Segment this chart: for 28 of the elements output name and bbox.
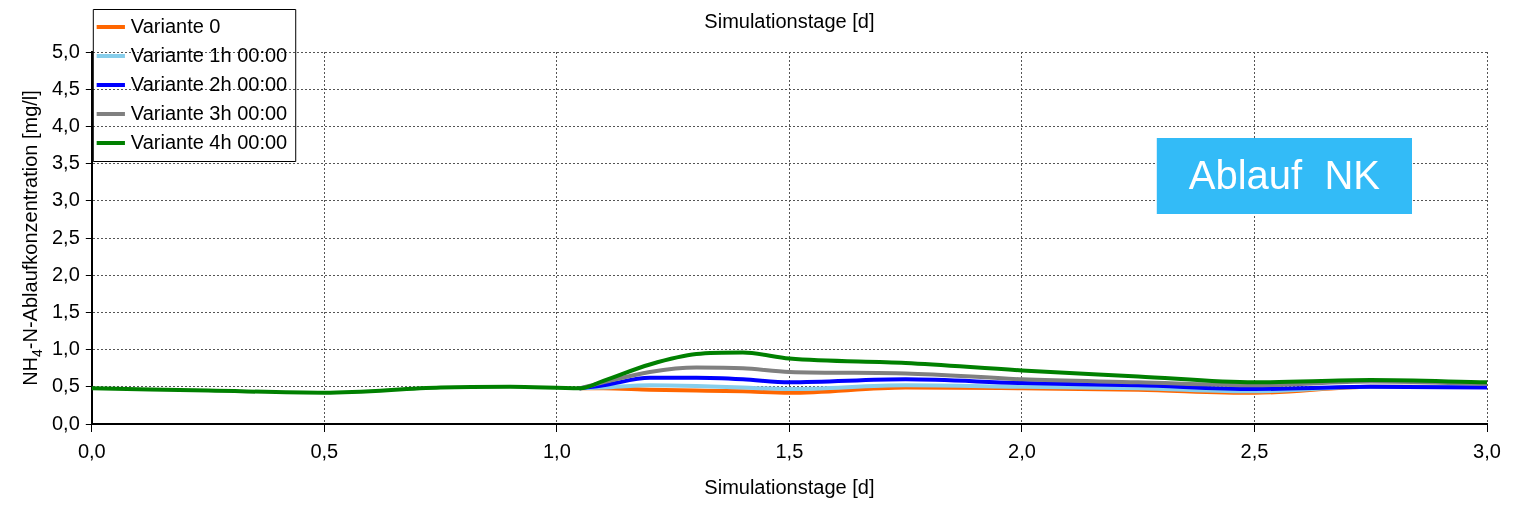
y-tick-label: 4,5	[51, 76, 80, 99]
x-tick-label: 1,0	[542, 439, 571, 462]
y-tick-label: 3,5	[51, 151, 80, 174]
y-tick-label: 1,5	[51, 299, 80, 322]
legend-label: Variante 1h 00:00	[130, 43, 288, 66]
y-axis-title: NH4-N-Ablaufkonzentration [mg/l]	[19, 90, 45, 386]
x-tick-label: 3,0	[1473, 439, 1501, 462]
x-tick-label: 2,0	[1008, 439, 1036, 462]
y-tick-label: 0,0	[51, 411, 80, 434]
y-tick-label: 1,0	[51, 337, 80, 360]
legend-label: Variante 2h 00:00	[130, 72, 288, 95]
line-series	[91, 350, 1487, 395]
x-axis-title: Simulationstage [d]	[704, 475, 875, 498]
x-tick-label: 2,5	[1240, 439, 1269, 462]
x-tick-label: 0,5	[310, 439, 339, 462]
y-tick-label: 0,5	[51, 374, 80, 397]
y-tick-label: 4,0	[51, 113, 80, 136]
annotation: Ablauf NK	[1188, 153, 1381, 198]
legend-label: Variante 4h 00:00	[130, 130, 288, 153]
y-tick-label: 5,0	[51, 39, 80, 62]
y-tick-label: 2,0	[51, 262, 80, 285]
chart-title: Simulationstage [d]	[704, 10, 875, 32]
x-tick-label: 0,0	[77, 439, 106, 462]
legend-label: Variante 3h 00:00	[130, 101, 288, 124]
y-tick-label: 2,5	[51, 225, 80, 248]
y-tick-label: 3,0	[51, 188, 80, 211]
legend-label: Variante 0	[130, 14, 221, 37]
x-tick-label: 1,5	[775, 439, 804, 462]
